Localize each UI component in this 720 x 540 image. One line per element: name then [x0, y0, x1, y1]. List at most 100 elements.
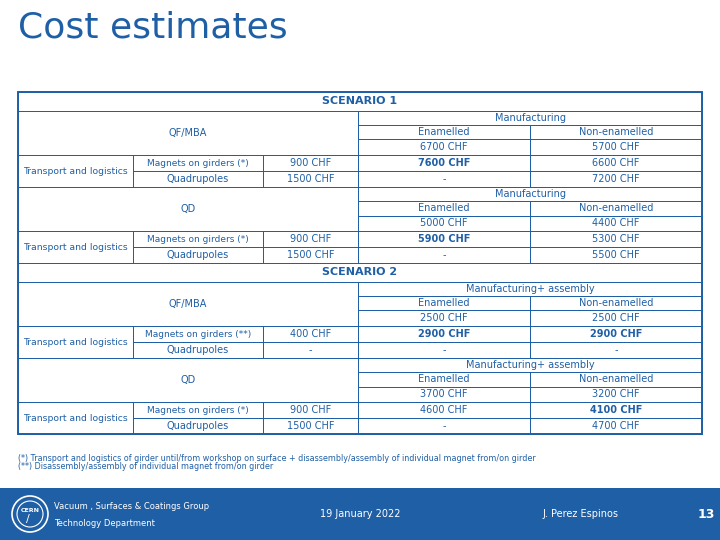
Bar: [18, 187, 358, 231]
Text: 3200 CHF: 3200 CHF: [593, 389, 640, 400]
Bar: [263, 247, 358, 263]
Text: CERN: CERN: [20, 508, 40, 512]
Bar: [358, 342, 530, 358]
Bar: [530, 402, 702, 418]
Bar: [358, 125, 530, 139]
Text: Transport and logistics: Transport and logistics: [23, 338, 128, 347]
Bar: [18, 402, 133, 434]
Text: Quadrupoles: Quadrupoles: [167, 250, 229, 260]
Text: Enamelled: Enamelled: [418, 204, 469, 213]
Text: SCENARIO 1: SCENARIO 1: [323, 96, 397, 106]
Text: 2500 CHF: 2500 CHF: [592, 313, 640, 323]
Bar: [358, 310, 530, 326]
Bar: [530, 201, 702, 215]
Bar: [530, 231, 702, 247]
Text: Transport and logistics: Transport and logistics: [23, 166, 128, 176]
Text: 4400 CHF: 4400 CHF: [593, 219, 639, 228]
Text: -: -: [309, 345, 312, 355]
Bar: [530, 418, 702, 434]
Text: Magnets on girders (*): Magnets on girders (*): [147, 406, 249, 415]
Bar: [263, 155, 358, 171]
Text: QD: QD: [181, 375, 196, 385]
Text: QD: QD: [181, 204, 196, 214]
Bar: [358, 296, 530, 310]
Text: 5500 CHF: 5500 CHF: [592, 250, 640, 260]
Text: 13: 13: [697, 508, 715, 521]
Text: 7600 CHF: 7600 CHF: [418, 158, 470, 168]
Text: QF/MBA: QF/MBA: [168, 128, 207, 138]
Text: Manufacturing+ assembly: Manufacturing+ assembly: [466, 360, 594, 370]
Bar: [18, 263, 702, 282]
Text: 5000 CHF: 5000 CHF: [420, 219, 468, 228]
Bar: [530, 171, 702, 187]
Bar: [133, 402, 263, 418]
Text: -: -: [442, 250, 446, 260]
Text: Magnets on girders (*): Magnets on girders (*): [147, 159, 249, 167]
Text: -: -: [442, 345, 446, 355]
Bar: [263, 231, 358, 247]
Bar: [18, 155, 133, 187]
Bar: [530, 215, 702, 231]
Bar: [358, 326, 530, 342]
Text: Vacuum , Surfaces & Coatings Group: Vacuum , Surfaces & Coatings Group: [54, 502, 209, 511]
Text: Magnets on girders (**): Magnets on girders (**): [145, 329, 251, 339]
Bar: [530, 125, 702, 139]
Bar: [263, 418, 358, 434]
Text: 5900 CHF: 5900 CHF: [418, 234, 470, 244]
Bar: [530, 155, 702, 171]
Bar: [358, 155, 530, 171]
Text: Non-enamelled: Non-enamelled: [579, 204, 653, 213]
Text: 4100 CHF: 4100 CHF: [590, 406, 642, 415]
Text: Enamelled: Enamelled: [418, 298, 469, 308]
Text: -: -: [614, 345, 618, 355]
Text: (*) Transport and logistics of girder until/from workshop on surface + disassemb: (*) Transport and logistics of girder un…: [18, 454, 536, 463]
Bar: [133, 171, 263, 187]
Bar: [133, 231, 263, 247]
Bar: [530, 372, 702, 387]
Text: 5300 CHF: 5300 CHF: [593, 234, 640, 244]
Bar: [530, 387, 702, 402]
Text: 6600 CHF: 6600 CHF: [593, 158, 639, 168]
Text: Enamelled: Enamelled: [418, 374, 469, 384]
Text: 2500 CHF: 2500 CHF: [420, 313, 468, 323]
Text: Quadrupoles: Quadrupoles: [167, 174, 229, 184]
Bar: [133, 342, 263, 358]
Text: 3700 CHF: 3700 CHF: [420, 389, 468, 400]
Text: J. Perez Espinos: J. Perez Espinos: [542, 509, 618, 519]
Text: Transport and logistics: Transport and logistics: [23, 242, 128, 252]
Text: 1500 CHF: 1500 CHF: [287, 421, 334, 431]
Text: 5700 CHF: 5700 CHF: [592, 143, 640, 152]
Bar: [530, 247, 702, 263]
Bar: [358, 282, 702, 296]
Bar: [18, 282, 358, 326]
Bar: [358, 358, 702, 372]
Text: Quadrupoles: Quadrupoles: [167, 345, 229, 355]
Text: Magnets on girders (*): Magnets on girders (*): [147, 235, 249, 244]
Text: Quadrupoles: Quadrupoles: [167, 421, 229, 431]
Text: Manufacturing+ assembly: Manufacturing+ assembly: [466, 284, 594, 294]
Bar: [358, 215, 530, 231]
Bar: [18, 92, 702, 434]
Bar: [133, 247, 263, 263]
Text: -: -: [442, 174, 446, 184]
Text: 19 January 2022: 19 January 2022: [320, 509, 400, 519]
Bar: [358, 372, 530, 387]
Bar: [263, 342, 358, 358]
Text: 4600 CHF: 4600 CHF: [420, 406, 468, 415]
Bar: [358, 418, 530, 434]
Text: /: /: [26, 514, 30, 524]
Bar: [133, 155, 263, 171]
Text: 7200 CHF: 7200 CHF: [592, 174, 640, 184]
Text: Cost estimates: Cost estimates: [18, 10, 287, 44]
Text: 900 CHF: 900 CHF: [290, 406, 331, 415]
Bar: [530, 326, 702, 342]
Bar: [18, 92, 702, 111]
Text: 1500 CHF: 1500 CHF: [287, 250, 334, 260]
Text: 2900 CHF: 2900 CHF: [590, 329, 642, 339]
Bar: [358, 111, 702, 125]
Text: Enamelled: Enamelled: [418, 127, 469, 137]
Text: -: -: [442, 421, 446, 431]
Text: Non-enamelled: Non-enamelled: [579, 298, 653, 308]
Bar: [358, 171, 530, 187]
Bar: [358, 387, 530, 402]
